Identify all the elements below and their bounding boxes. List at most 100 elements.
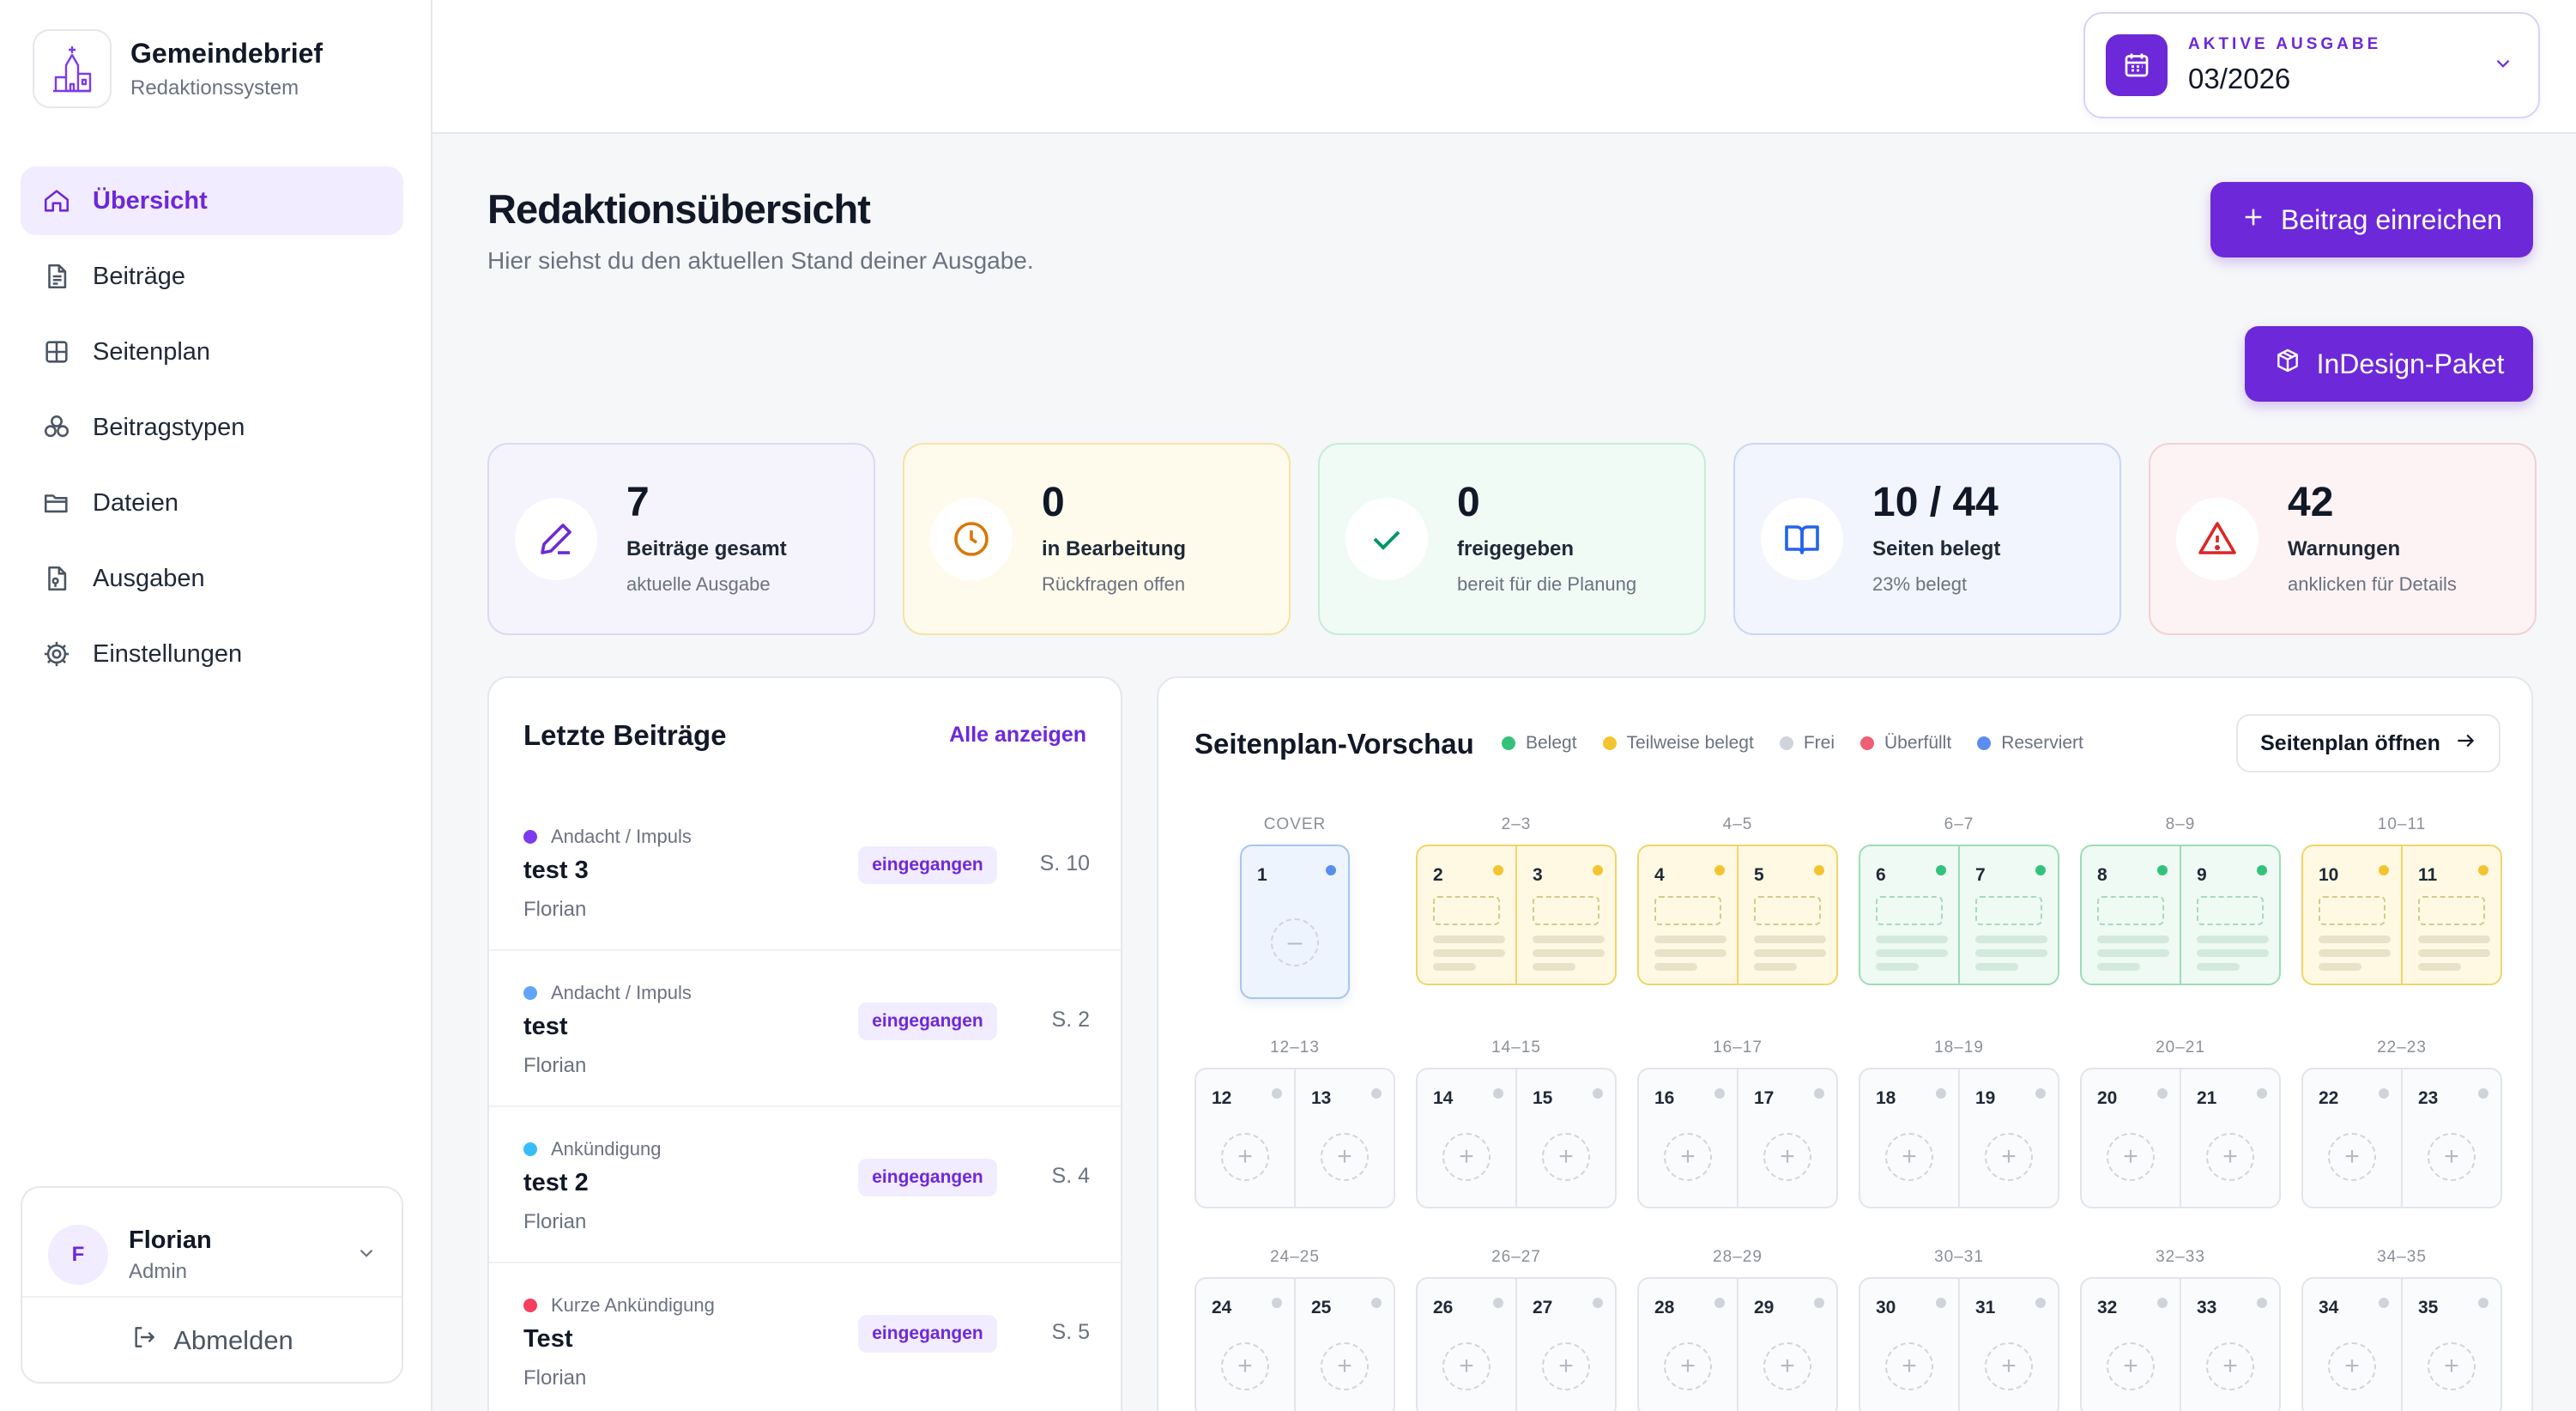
page-10[interactable]: 10 [2303, 846, 2401, 984]
page-20[interactable]: 20 + [2082, 1069, 2180, 1207]
open-pageplan-button[interactable]: Seitenplan öffnen [2236, 714, 2500, 772]
page-23[interactable]: 23 + [2401, 1069, 2500, 1207]
stat-card-warnings[interactable]: 42 Warnungen anklicken für Details [2149, 443, 2537, 635]
nav-item-posts[interactable]: Beiträge [21, 242, 403, 311]
nav-item-files[interactable]: Dateien [21, 469, 403, 537]
nav-label: Übersicht [93, 186, 208, 215]
page-number: 5 [1754, 865, 1764, 885]
page-8[interactable]: 8 [2082, 846, 2180, 984]
page-9[interactable]: 9 [2180, 846, 2279, 984]
spread-label: 16–17 [1713, 1039, 1763, 1057]
spread-22–23[interactable]: 22 +23 + [2301, 1068, 2502, 1208]
page-2[interactable]: 2 [1418, 846, 1515, 984]
stat-card-pages-used[interactable]: 10 / 44 Seiten belegt 23% belegt [1733, 443, 2121, 635]
spread-18–19[interactable]: 18 +19 + [1859, 1068, 2059, 1208]
stat-card-posts-total[interactable]: 7 Beiträge gesamt aktuelle Ausgabe [487, 443, 875, 635]
page-28[interactable]: 28 + [1639, 1279, 1737, 1411]
page-26[interactable]: 26 + [1418, 1279, 1515, 1411]
page-21[interactable]: 21 + [2180, 1069, 2279, 1207]
status-dot [2157, 1298, 2168, 1308]
legend-label: Teilweise belegt [1626, 733, 1754, 753]
spread-24–25[interactable]: 24 +25 + [1194, 1277, 1395, 1411]
status-dot [1814, 1088, 1824, 1099]
page-32[interactable]: 32 + [2082, 1279, 2180, 1411]
spread-30–31[interactable]: 30 +31 + [1859, 1277, 2059, 1411]
text-line [2197, 963, 2240, 971]
document-icon [41, 261, 72, 292]
page-5[interactable]: 5 [1737, 846, 1836, 984]
page-16[interactable]: 16 + [1639, 1069, 1737, 1207]
page-31[interactable]: 31 + [1958, 1279, 2058, 1411]
page-11[interactable]: 11 [2401, 846, 2500, 984]
page-33[interactable]: 33 + [2180, 1279, 2279, 1411]
stat-card-approved[interactable]: 0 freigegeben bereit für die Planung [1318, 443, 1706, 635]
page-13[interactable]: 13 + [1294, 1069, 1394, 1207]
post-category-label: Ankündigung [551, 1138, 662, 1160]
logout-button[interactable]: Abmelden [22, 1298, 402, 1384]
cover-page[interactable]: 1– [1240, 845, 1350, 999]
page-3[interactable]: 3 [1515, 846, 1615, 984]
active-issue-select[interactable]: AKTIVE AUSGABE 03/2026 [2083, 12, 2540, 118]
chevron-down-icon [355, 1242, 378, 1269]
list-item[interactable]: Andacht / Impuls test 3 Florian eingegan… [489, 795, 1121, 951]
page-12[interactable]: 12 + [1196, 1069, 1294, 1207]
list-item[interactable]: Kurze Ankündigung Test Florian eingegang… [489, 1263, 1121, 1411]
spread-14–15[interactable]: 14 +15 + [1416, 1068, 1617, 1208]
status-badge: eingegangen [858, 846, 997, 884]
stat-value: 0 [1457, 480, 1480, 525]
page-29[interactable]: 29 + [1737, 1279, 1836, 1411]
category-dot [523, 830, 537, 844]
page-14[interactable]: 14 + [1418, 1069, 1515, 1207]
nav-item-settings[interactable]: Einstellungen [21, 620, 403, 688]
add-page-icon: + [1664, 1133, 1712, 1181]
post-page: S. 10 [1039, 851, 1090, 875]
page-15[interactable]: 15 + [1515, 1069, 1615, 1207]
spread-20–21[interactable]: 20 +21 + [2080, 1068, 2281, 1208]
page-34[interactable]: 34 + [2303, 1279, 2401, 1411]
page-24[interactable]: 24 + [1196, 1279, 1294, 1411]
page-4[interactable]: 4 [1639, 846, 1737, 984]
page-25[interactable]: 25 + [1294, 1279, 1394, 1411]
main-nav: Übersicht Beiträge Seitenplan Beitragsty… [21, 167, 403, 695]
page-number: 22 [2319, 1088, 2339, 1108]
spread-12–13[interactable]: 12 +13 + [1194, 1068, 1395, 1208]
page-35[interactable]: 35 + [2401, 1279, 2500, 1411]
post-category: Andacht / Impuls [523, 982, 692, 1004]
nav-item-pageplan[interactable]: Seitenplan [21, 318, 403, 386]
page-19[interactable]: 19 + [1958, 1069, 2058, 1207]
nav-item-posttypes[interactable]: Beitragstypen [21, 393, 403, 462]
spread-34–35[interactable]: 34 +35 + [2301, 1277, 2502, 1411]
legend: Belegt Teilweise belegt Frei Überfüllt Reser… [1502, 733, 2109, 754]
spread-32–33[interactable]: 32 +33 + [2080, 1277, 2281, 1411]
spread-10–11[interactable]: 10 11 [2301, 845, 2502, 985]
page-18[interactable]: 18 + [1860, 1069, 1958, 1207]
page-30[interactable]: 30 + [1860, 1279, 1958, 1411]
nav-item-overview[interactable]: Übersicht [21, 167, 403, 235]
spread-16–17[interactable]: 16 +17 + [1637, 1068, 1838, 1208]
page-7[interactable]: 7 [1958, 846, 2058, 984]
page-22[interactable]: 22 + [2303, 1069, 2401, 1207]
submit-post-button[interactable]: Beitrag einreichen [2210, 182, 2533, 257]
folder-icon [41, 487, 72, 518]
page-number: 35 [2418, 1298, 2439, 1317]
show-all-link[interactable]: Alle anzeigen [949, 723, 1086, 747]
grid-icon [41, 336, 72, 367]
spread-26–27[interactable]: 26 +27 + [1416, 1277, 1617, 1411]
user-menu[interactable]: F Florian Admin [22, 1188, 402, 1298]
page-17[interactable]: 17 + [1737, 1069, 1836, 1207]
nav-item-issues[interactable]: Ausgaben [21, 544, 403, 613]
page-27[interactable]: 27 + [1515, 1279, 1615, 1411]
indesign-package-button[interactable]: InDesign-Paket [2245, 326, 2533, 402]
list-item[interactable]: Ankündigung test 2 Florian eingegangen S… [489, 1107, 1121, 1263]
clock-icon [930, 498, 1013, 580]
list-item[interactable]: Andacht / Impuls test Florian eingegange… [489, 951, 1121, 1107]
content-placeholder [1433, 896, 1500, 925]
nav-label: Beitragstypen [93, 413, 245, 441]
page-6[interactable]: 6 [1860, 846, 1958, 984]
spread-28–29[interactable]: 28 +29 + [1637, 1277, 1838, 1411]
stat-card-in-progress[interactable]: 0 in Bearbeitung Rückfragen offen [903, 443, 1291, 635]
